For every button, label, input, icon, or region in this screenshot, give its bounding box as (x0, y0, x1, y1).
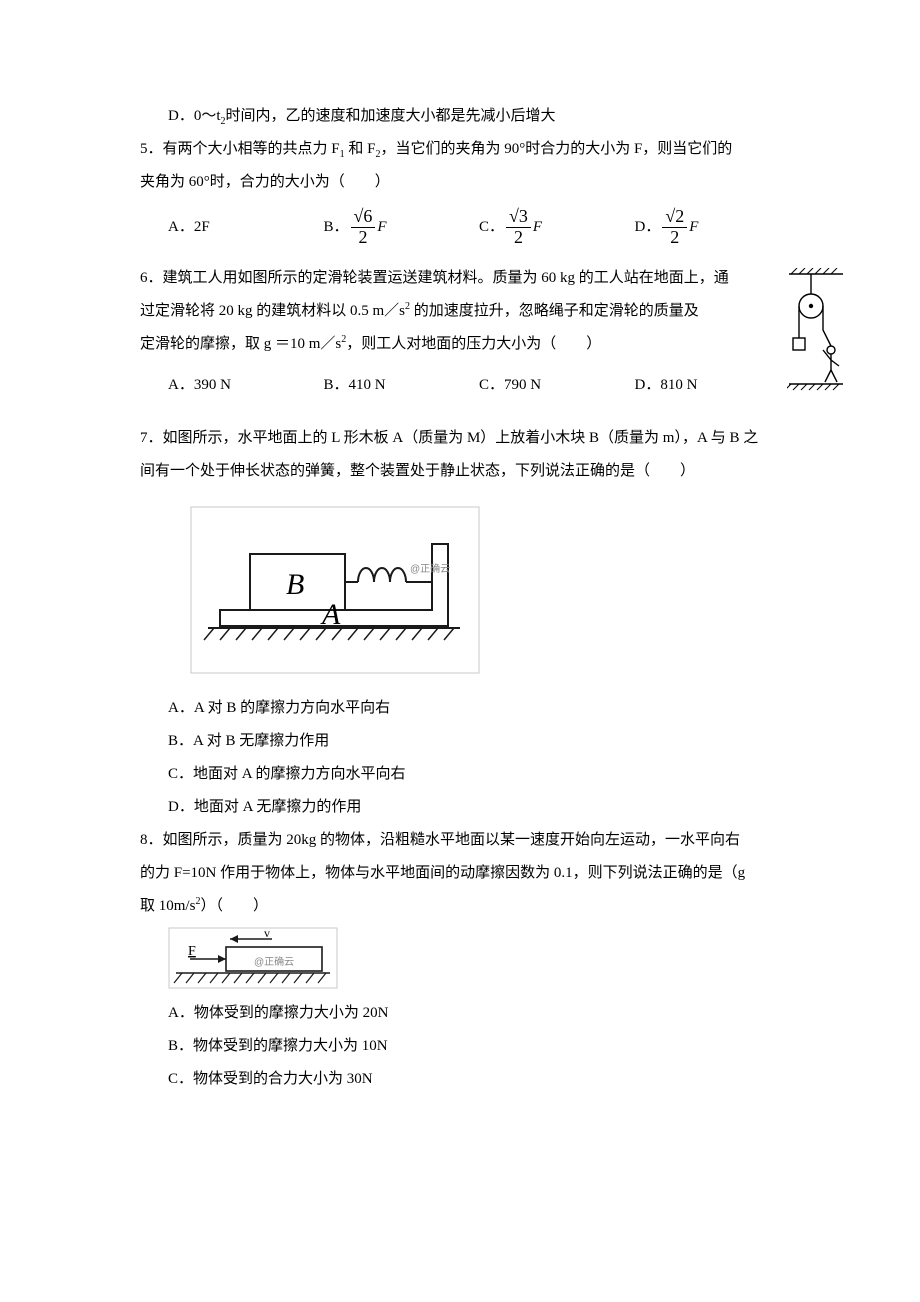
option-label: C． (479, 211, 504, 244)
numerator: √2 (662, 207, 687, 228)
q7-line2: 间有一个处于伸长状态的弹簧，整个装置处于静止状态，下列说法正确的是（ ） (140, 455, 790, 488)
text: 时间内，乙的速度和加速度大小都是先减小后增大 (226, 108, 556, 124)
fraction-icon: √6 2 (351, 207, 376, 248)
q7-option-d: D．地面对 A 无摩擦力的作用 (140, 791, 790, 824)
question-number: 6． (140, 270, 163, 286)
option-text: A．A 对 B 的摩擦力方向水平向右 (168, 700, 390, 716)
q6-line1: 6．建筑工人用如图所示的定滑轮装置运送建筑材料。质量为 60 kg 的工人站在地… (140, 262, 790, 295)
q8-line1: 8．如图所示，质量为 20kg 的物体，沿粗糙水平地面以某一速度开始向左运动，一… (140, 824, 790, 857)
option-label: A． (168, 211, 194, 244)
text: 建筑工人用如图所示的定滑轮装置运送建筑材料。质量为 60 kg 的工人站在地面上… (163, 270, 729, 286)
option-label: D． (168, 108, 194, 124)
option-text: 2F (194, 211, 210, 244)
option-text: C．790 N (479, 369, 541, 402)
question-number: 8． (140, 832, 163, 848)
q8-option-a: A．物体受到的摩擦力大小为 20N (140, 997, 790, 1030)
q7-figure: B A @正确云 (190, 506, 480, 674)
text: 的力 F=10N 作用于物体上，物体与水平地面间的动摩擦因数为 0.1，则下列说… (140, 865, 745, 881)
option-label: D． (635, 211, 661, 244)
option-text: C．物体受到的合力大小为 30N (168, 1071, 373, 1087)
text: 定滑轮的摩擦，取 g ＝10 m／s (140, 336, 341, 352)
option-text: B．410 N (324, 369, 386, 402)
watermark-text: @正确云 (410, 562, 450, 575)
label-v: v (264, 927, 270, 940)
text: 取 10m/s (140, 898, 195, 914)
q5-option-a: A．2F (168, 207, 324, 248)
q6-figure (787, 268, 845, 398)
text: 和 F (345, 141, 376, 157)
q6-option-c: C．790 N (479, 369, 635, 402)
text: 如图所示，质量为 20kg 的物体，沿粗糙水平地面以某一速度开始向左运动，一水平… (163, 832, 741, 848)
denominator: 2 (355, 228, 370, 248)
q6-line2: 过定滑轮将 20 kg 的建筑材料以 0.5 m／s2 的加速度拉升，忽略绳子和… (140, 295, 790, 328)
q8-option-b: B．物体受到的摩擦力大小为 10N (140, 1030, 790, 1063)
q6-line3: 定滑轮的摩擦，取 g ＝10 m／s2，则工人对地面的压力大小为（ ） (140, 328, 790, 361)
label-F: F (188, 944, 196, 959)
q8-figure: F v @正确云 (168, 927, 338, 989)
question-number: 5． (140, 141, 163, 157)
numerator: √3 (506, 207, 531, 228)
option-text: A．390 N (168, 369, 231, 402)
text: ）（ ） (200, 898, 268, 914)
denominator: 2 (511, 228, 526, 248)
fraction-icon: √3 2 (506, 207, 531, 248)
q4-option-d: D．0～t2时间内，乙的速度和加速度大小都是先减小后增大 (140, 100, 790, 133)
spring-block-diagram-icon: B A @正确云 (190, 506, 480, 674)
numerator: √6 (351, 207, 376, 228)
q5-line2: 夹角为 60°时，合力的大小为（ ） (140, 166, 790, 199)
variable: F (689, 211, 698, 244)
text: 如图所示，水平地面上的 L 形木板 A（质量为 M）上放着小木块 B（质量为 m… (163, 430, 759, 446)
q5-option-b: B． √6 2 F (324, 207, 480, 248)
q6-block: 6．建筑工人用如图所示的定滑轮装置运送建筑材料。质量为 60 kg 的工人站在地… (140, 262, 790, 402)
q8-line2: 的力 F=10N 作用于物体上，物体与水平地面间的动摩擦因数为 0.1，则下列说… (140, 857, 790, 890)
option-label: B． (324, 211, 349, 244)
pulley-diagram-icon (787, 268, 845, 398)
denominator: 2 (667, 228, 682, 248)
q7-option-b: B．A 对 B 无摩擦力作用 (140, 725, 790, 758)
q6-option-b: B．410 N (324, 369, 480, 402)
text: 的加速度拉升，忽略绳子和定滑轮的质量及 (410, 303, 699, 319)
option-text: B．A 对 B 无摩擦力作用 (168, 733, 329, 749)
q5-options: A．2F B． √6 2 F C． √3 2 F D． √2 2 F (140, 207, 790, 248)
text: ，则工人对地面的压力大小为（ ） (346, 336, 601, 352)
option-text: A．物体受到的摩擦力大小为 20N (168, 1005, 388, 1021)
text: 有两个大小相等的共点力 F (163, 141, 340, 157)
text: ，当它们的夹角为 90°时合力的大小为 F，则当它们的 (380, 141, 732, 157)
text: 0～t (194, 108, 221, 124)
q6-options: A．390 N B．410 N C．790 N D．810 N (140, 369, 790, 402)
text: 夹角为 60°时，合力的大小为（ ） (140, 174, 390, 190)
q8-line3: 取 10m/s2）（ ） (140, 890, 790, 923)
q6-option-d: D．810 N (635, 369, 791, 402)
question-number: 7． (140, 430, 163, 446)
q7-option-c: C．地面对 A 的摩擦力方向水平向右 (140, 758, 790, 791)
label-A: A (320, 598, 341, 631)
variable: F (533, 211, 542, 244)
q7-option-a: A．A 对 B 的摩擦力方向水平向右 (140, 692, 790, 725)
force-block-diagram-icon: F v @正确云 (168, 927, 338, 989)
q6-option-a: A．390 N (168, 369, 324, 402)
option-text: B．物体受到的摩擦力大小为 10N (168, 1038, 388, 1054)
text: 过定滑轮将 20 kg 的建筑材料以 0.5 m／s (140, 303, 405, 319)
q7-line1: 7．如图所示，水平地面上的 L 形木板 A（质量为 M）上放着小木块 B（质量为… (140, 422, 790, 455)
q5-option-d: D． √2 2 F (635, 207, 791, 248)
q8-option-c: C．物体受到的合力大小为 30N (140, 1063, 790, 1096)
label-B: B (286, 568, 304, 601)
text: 间有一个处于伸长状态的弹簧，整个装置处于静止状态，下列说法正确的是（ ） (140, 463, 695, 479)
q5-option-c: C． √3 2 F (479, 207, 635, 248)
option-text: C．地面对 A 的摩擦力方向水平向右 (168, 766, 406, 782)
variable: F (377, 211, 386, 244)
option-text: D．地面对 A 无摩擦力的作用 (168, 799, 361, 815)
option-text: D．810 N (635, 369, 698, 402)
q5-line1: 5．有两个大小相等的共点力 F1 和 F2，当它们的夹角为 90°时合力的大小为… (140, 133, 790, 166)
watermark-text: @正确云 (254, 955, 294, 968)
fraction-icon: √2 2 (662, 207, 687, 248)
